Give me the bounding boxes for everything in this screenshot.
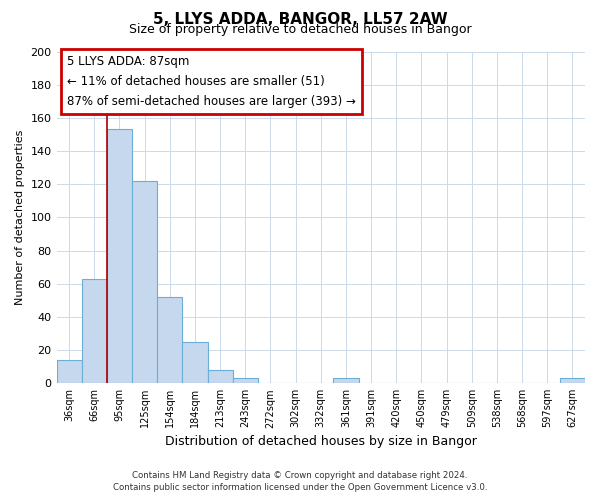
Text: Size of property relative to detached houses in Bangor: Size of property relative to detached ho…: [128, 22, 472, 36]
Bar: [233, 378, 258, 383]
Bar: [334, 378, 359, 383]
Y-axis label: Number of detached properties: Number of detached properties: [15, 130, 25, 305]
Bar: [132, 181, 157, 383]
Bar: [82, 278, 107, 383]
Text: Contains HM Land Registry data © Crown copyright and database right 2024.
Contai: Contains HM Land Registry data © Crown c…: [113, 471, 487, 492]
Bar: [560, 378, 585, 383]
Bar: [107, 130, 132, 383]
Bar: [157, 297, 182, 383]
Text: 5 LLYS ADDA: 87sqm
← 11% of detached houses are smaller (51)
87% of semi-detache: 5 LLYS ADDA: 87sqm ← 11% of detached hou…: [67, 55, 356, 108]
Bar: [208, 370, 233, 383]
Text: 5, LLYS ADDA, BANGOR, LL57 2AW: 5, LLYS ADDA, BANGOR, LL57 2AW: [152, 12, 448, 28]
X-axis label: Distribution of detached houses by size in Bangor: Distribution of detached houses by size …: [165, 434, 477, 448]
Bar: [56, 360, 82, 383]
Bar: [182, 342, 208, 383]
